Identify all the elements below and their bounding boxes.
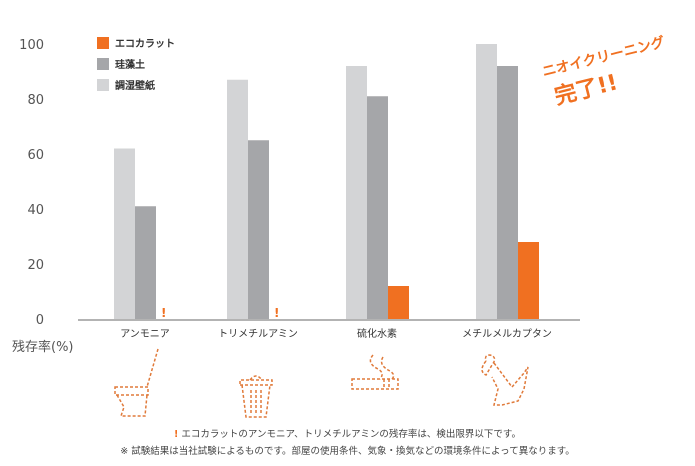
- footnote-disclaimer: ※ 試験結果は当社試験によるものです。部屋の使用条件、気象・換気などの環境条件に…: [120, 446, 575, 457]
- dog-icon: [481, 354, 529, 406]
- bar-0: [346, 66, 367, 319]
- category-label: トリメチルアミン: [218, 328, 298, 340]
- bar-1: [135, 206, 156, 319]
- bar-2: [388, 286, 409, 319]
- bar-chart: 0 20 40 60 80 100! アンモニア! トリメチルアミン 硫化水素 メチルメルカプタン…: [19, 37, 580, 340]
- bar-1: [248, 140, 269, 319]
- bar-0: [227, 79, 248, 319]
- y-tick-label: 0: [36, 313, 44, 328]
- bar-0: [114, 148, 135, 319]
- odor-source-icons: [114, 348, 529, 418]
- y-tick-label: 60: [27, 148, 44, 163]
- legend-label: 珪藻土: [115, 58, 145, 71]
- exclamation-marker: !: [174, 429, 179, 440]
- legend-swatch: [97, 79, 109, 91]
- below-detection-marker: !: [161, 306, 166, 320]
- toilet-icon: [114, 348, 159, 417]
- y-tick-label: 100: [19, 38, 44, 53]
- y-tick-label: 40: [27, 203, 44, 218]
- bar-0: [476, 44, 497, 319]
- y-axis-label: 残存率(%): [12, 340, 74, 355]
- trash-can-icon: [239, 375, 273, 418]
- bar-1: [497, 66, 518, 319]
- below-detection-marker: !: [274, 306, 279, 320]
- legend-label: 調湿壁紙: [115, 79, 155, 92]
- y-tick-label: 80: [27, 93, 44, 108]
- footnote-1-text: エコカラットのアンモニア、トリメチルアミンの残存率は、検出限界以下です。: [181, 429, 521, 440]
- footnote-detection-limit: ! エコカラットのアンモニア、トリメチルアミンの残存率は、検出限界以下です。: [0, 426, 695, 440]
- legend-swatch: [97, 37, 109, 49]
- category-label: メチルメルカプタン: [462, 328, 552, 340]
- bar-1: [367, 96, 388, 319]
- y-tick-label: 20: [27, 258, 44, 273]
- legend-label: エコカラット: [115, 38, 175, 50]
- cigarette-icon: [351, 354, 399, 390]
- bar-2: [518, 242, 539, 319]
- category-label: アンモニア: [120, 329, 170, 340]
- category-label: 硫化水素: [357, 327, 397, 340]
- legend-swatch: [97, 58, 109, 70]
